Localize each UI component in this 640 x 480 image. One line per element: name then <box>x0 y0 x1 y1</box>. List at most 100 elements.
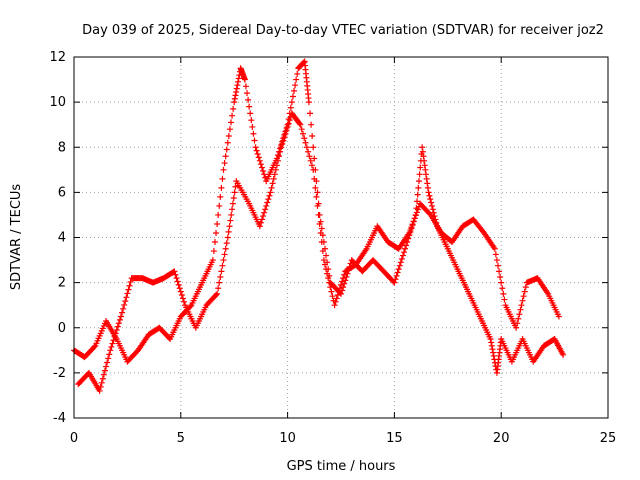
data-point-interp <box>492 251 499 258</box>
data-point-interp <box>108 343 115 350</box>
data-point-interp <box>268 184 275 191</box>
data-point-interp <box>181 298 188 305</box>
data-point <box>320 257 327 264</box>
data-point-interp <box>277 148 284 155</box>
data-point-interp <box>270 175 277 182</box>
data-point-interp <box>341 271 348 278</box>
data-point-interp <box>421 162 428 169</box>
grid-lines <box>74 57 608 418</box>
data-point-interp <box>498 279 505 286</box>
data-point-interp <box>266 192 273 199</box>
data-point-interp <box>392 276 399 283</box>
data-point-interp <box>127 278 134 285</box>
data-point-interp <box>319 248 326 255</box>
x-tick-label: 10 <box>279 431 296 446</box>
data-point-interp <box>111 333 118 340</box>
data-point-interp <box>411 215 418 222</box>
data-point-interp <box>258 164 265 171</box>
data-point-interp <box>311 175 318 182</box>
data-point-interp <box>210 248 217 255</box>
plot-frame <box>73 56 609 419</box>
data-point <box>402 245 409 252</box>
data-point-interp <box>310 144 317 151</box>
data-point-interp <box>232 92 239 99</box>
x-tick-label: 0 <box>70 431 78 446</box>
data-point-interp <box>251 137 258 144</box>
data-point-interp <box>187 303 194 310</box>
data-point-interp <box>519 297 526 304</box>
data-points <box>71 58 567 394</box>
data-point-interp <box>235 75 242 82</box>
data-point-interp <box>307 157 314 164</box>
data-point-interp <box>257 161 264 168</box>
data-point-interp <box>326 279 333 286</box>
data-point-interp <box>394 269 401 276</box>
data-point-interp <box>415 184 422 191</box>
data-point-interp <box>179 295 186 302</box>
data-point-interp <box>126 282 133 289</box>
data-point-interp <box>264 199 271 206</box>
data-point-interp <box>248 117 255 124</box>
data-point-interp <box>282 130 289 137</box>
data-point-interp <box>301 135 308 142</box>
data-point-interp <box>244 90 251 97</box>
chart-title: Day 039 of 2025, Sidereal Day-to-day VTE… <box>82 23 604 38</box>
data-point-interp <box>314 202 321 209</box>
data-point-interp <box>229 200 236 207</box>
data-point-interp <box>261 209 268 216</box>
data-point-interp <box>272 166 279 173</box>
data-point-interp <box>229 112 236 119</box>
data-point-interp <box>316 220 323 227</box>
series-2 <box>75 110 562 394</box>
data-point-interp <box>213 229 220 236</box>
data-point-interp <box>224 139 231 146</box>
data-point-interp <box>311 155 318 162</box>
x-tick-label: 20 <box>493 431 510 446</box>
data-point-interp <box>336 285 343 292</box>
data-point-interp <box>493 257 500 264</box>
data-point-interp <box>216 202 223 209</box>
data-point <box>241 76 248 83</box>
data-point-interp <box>517 306 524 313</box>
data-point-interp <box>217 193 224 200</box>
data-point-interp <box>500 290 507 297</box>
data-point-interp <box>333 295 340 302</box>
data-point-interp <box>515 315 522 322</box>
data-point-interp <box>115 320 122 327</box>
y-tick-label: 12 <box>49 50 66 65</box>
data-point-interp <box>247 110 254 117</box>
data-point-interp <box>328 288 335 295</box>
data-point-interp <box>274 152 281 159</box>
data-point-interp <box>308 162 315 169</box>
data-point-interp <box>121 301 128 308</box>
data-point-interp <box>233 85 240 92</box>
data-point-interp <box>294 70 301 77</box>
data-point-interp <box>318 239 325 246</box>
data-point-interp <box>308 121 315 128</box>
data-point-interp <box>217 273 224 280</box>
data-point-interp <box>420 153 427 160</box>
y-tick-label: -2 <box>53 366 66 381</box>
data-point-interp <box>403 242 410 249</box>
data-point-interp <box>307 110 314 117</box>
data-point-interp <box>298 126 305 133</box>
data-point-interp <box>497 273 504 280</box>
data-point <box>267 189 274 196</box>
data-point-interp <box>340 275 347 282</box>
data-point-interp <box>516 311 523 318</box>
data-point-interp <box>301 59 308 66</box>
data-point-interp <box>91 343 98 350</box>
data-point-interp <box>245 96 252 103</box>
data-point-interp <box>428 199 435 206</box>
data-point-interp <box>222 153 229 160</box>
data-point-interp <box>286 117 293 124</box>
data-point-interp <box>269 180 276 187</box>
y-tick-label: 6 <box>58 185 66 200</box>
data-point <box>107 347 114 354</box>
data-point-interp <box>329 293 336 300</box>
data-point-interp <box>306 153 313 160</box>
data-point <box>513 324 520 331</box>
data-point-interp <box>261 171 268 178</box>
data-point-interp <box>414 191 421 198</box>
data-point-interp <box>120 305 127 312</box>
